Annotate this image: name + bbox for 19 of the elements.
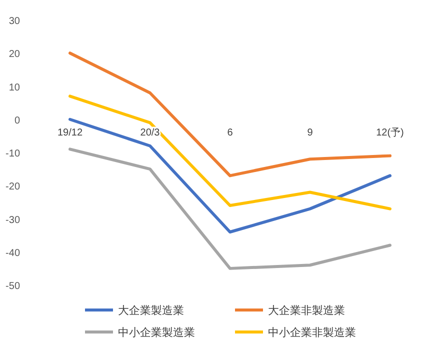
x-tick-label: 20/3 (140, 127, 160, 138)
x-tick-label: 6 (227, 127, 234, 138)
legend-label: 中小企業非製造業 (268, 326, 356, 339)
y-tick-label: 30 (8, 16, 20, 27)
y-tick-label: 20 (8, 49, 20, 60)
x-tick-label: 9 (307, 127, 314, 138)
y-tick-label: -50 (6, 281, 20, 292)
y-tick-label: -10 (6, 148, 20, 160)
y-tick-label: 10 (8, 82, 20, 94)
y-tick-label: -40 (6, 248, 20, 259)
legend-label: 大企業非製造業 (268, 304, 345, 317)
y-tick-label: -30 (6, 214, 20, 226)
legend-label: 大企業製造業 (118, 304, 184, 317)
x-tick-label: 19/12 (57, 127, 83, 138)
y-tick-label: 0 (14, 115, 20, 126)
legend-label: 中小企業製造業 (118, 326, 195, 339)
x-tick-label: 12(予) (376, 127, 404, 138)
y-tick-label: -20 (6, 182, 20, 193)
line-series (68, 148, 392, 270)
